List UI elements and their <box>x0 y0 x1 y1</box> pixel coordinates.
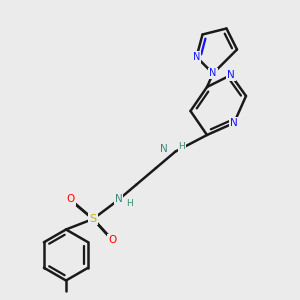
Text: O: O <box>108 235 117 245</box>
Text: N: N <box>230 118 238 128</box>
Text: O: O <box>66 194 75 205</box>
Text: H: H <box>126 200 133 208</box>
Text: N: N <box>115 194 122 205</box>
Text: N: N <box>209 68 217 79</box>
Text: S: S <box>89 214 97 224</box>
Text: N: N <box>193 52 200 62</box>
Text: H: H <box>178 142 185 151</box>
Text: N: N <box>160 144 168 154</box>
Text: N: N <box>227 70 235 80</box>
